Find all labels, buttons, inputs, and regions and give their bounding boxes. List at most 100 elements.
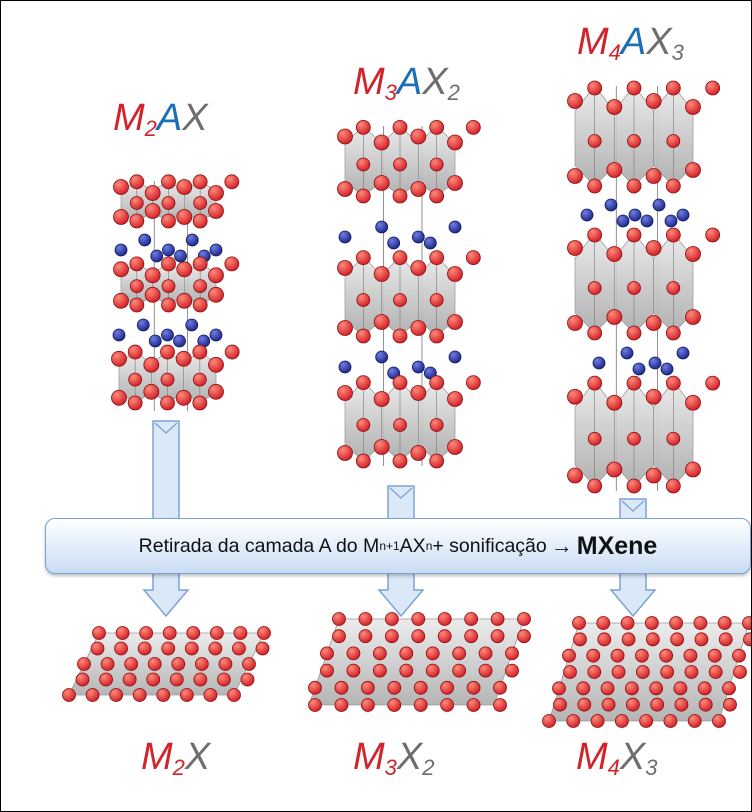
- m-atom: [194, 657, 209, 671]
- m-atom: [429, 157, 444, 172]
- m-atom: [372, 646, 387, 661]
- m-atom: [626, 178, 642, 194]
- m-atom: [111, 389, 127, 406]
- m-atom: [176, 261, 193, 278]
- m-atom: [129, 174, 145, 190]
- m-atom: [611, 665, 626, 679]
- m-atom: [576, 681, 591, 696]
- a-atom: [150, 249, 164, 263]
- m-atom: [208, 356, 224, 373]
- m-atom: [493, 680, 507, 695]
- m-atom: [410, 385, 427, 401]
- m-atom: [587, 80, 603, 96]
- m-atom: [413, 680, 428, 695]
- m-atom: [193, 279, 208, 294]
- m-atom: [665, 478, 681, 494]
- m-atom: [208, 203, 224, 219]
- m-atom: [192, 372, 207, 387]
- m-atom: [410, 445, 427, 461]
- m-atom: [587, 375, 603, 391]
- m-atom: [644, 616, 659, 630]
- right-arrow-icon: →: [550, 533, 573, 558]
- down-arrow-3-notch: [621, 500, 645, 512]
- m-atom: [587, 325, 603, 341]
- m-atom: [645, 467, 662, 484]
- m-atom: [742, 616, 751, 630]
- m-atom: [452, 646, 467, 661]
- m-atom: [208, 286, 224, 303]
- m-atom: [373, 266, 390, 282]
- m-atom: [635, 665, 650, 679]
- m-atom: [355, 120, 371, 135]
- a-atom: [448, 220, 462, 234]
- a-atom: [676, 208, 690, 222]
- m-atom: [708, 665, 723, 679]
- m-atom: [465, 120, 481, 135]
- m-atom: [429, 250, 445, 266]
- m-atom: [597, 632, 612, 647]
- m-atom: [99, 672, 113, 687]
- m-atom: [666, 134, 681, 148]
- m-atom: [392, 375, 408, 391]
- label-m3x2: M3X2: [353, 736, 435, 780]
- m-atom: [160, 344, 175, 360]
- m-atom: [563, 665, 577, 679]
- m-atom: [144, 267, 161, 284]
- m-atom: [161, 196, 176, 210]
- m-atom: [143, 356, 160, 373]
- m-atom: [572, 616, 586, 630]
- m-atom: [90, 641, 105, 656]
- m-atom: [705, 375, 721, 391]
- m-atom: [175, 389, 192, 406]
- m-atom: [626, 227, 642, 243]
- m-atom: [161, 279, 176, 294]
- a-atom: [580, 208, 594, 222]
- m-atom: [186, 626, 201, 640]
- m-atom: [208, 185, 224, 201]
- m-atom: [665, 375, 681, 391]
- m-atom: [355, 453, 371, 469]
- m-atom: [440, 680, 455, 695]
- mx-layer: [337, 375, 481, 469]
- m-atom: [440, 698, 455, 712]
- m-atom: [337, 445, 353, 461]
- label-m2x: M2X: [141, 736, 211, 780]
- m-atom: [685, 246, 701, 262]
- m-atom: [606, 162, 623, 178]
- m-atom: [171, 657, 186, 671]
- m-atom: [447, 314, 463, 330]
- m-atom: [663, 714, 678, 728]
- m-atom: [429, 293, 444, 307]
- a-atom: [423, 236, 437, 250]
- m-atom: [85, 688, 100, 702]
- m-atom: [346, 663, 361, 678]
- mx-layer: [337, 120, 481, 204]
- m-atom: [466, 680, 481, 695]
- a-atom: [148, 334, 162, 348]
- down-arrow-2-notch: [389, 487, 413, 499]
- m-atom: [320, 646, 334, 661]
- m-atom: [218, 657, 233, 671]
- m-atom: [625, 697, 640, 712]
- a-atom: [375, 220, 389, 234]
- m-atom: [410, 260, 427, 276]
- m-atom: [587, 281, 602, 295]
- m-atom: [553, 697, 567, 712]
- m-atom: [184, 641, 199, 656]
- m-atom: [203, 688, 218, 702]
- m-atom: [192, 395, 208, 411]
- m-atom: [425, 646, 440, 661]
- a-atom: [628, 208, 642, 222]
- m-atom: [687, 714, 702, 728]
- m-atom: [122, 672, 137, 687]
- banner-subscript-n: n: [425, 539, 433, 553]
- a-atom: [185, 318, 199, 332]
- m-atom: [733, 665, 747, 679]
- m-atom: [542, 714, 556, 728]
- m-atom: [161, 256, 176, 272]
- a-layer: [338, 350, 462, 380]
- m-atom: [705, 80, 721, 96]
- m-atom: [567, 315, 583, 331]
- a-layer: [580, 198, 690, 228]
- m-atom: [659, 648, 674, 663]
